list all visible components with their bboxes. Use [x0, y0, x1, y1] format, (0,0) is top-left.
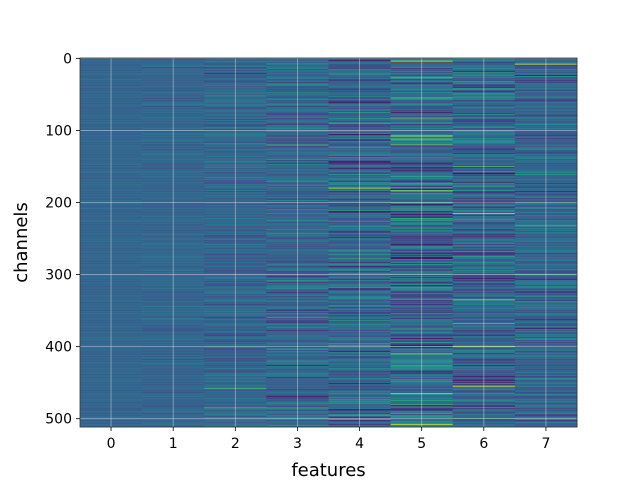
x-tick-label: 2 [231, 436, 240, 452]
x-tick-label: 6 [479, 436, 488, 452]
y-tick-label: 200 [45, 196, 72, 212]
x-axis: 0 1 2 3 4 5 6 7 [107, 427, 551, 452]
x-tick-label: 1 [169, 436, 178, 452]
x-axis-label: features [291, 460, 365, 480]
y-tick-label: 400 [45, 340, 72, 356]
y-tick-label: 100 [45, 123, 72, 139]
y-axis-label: channels [11, 202, 32, 283]
x-tick-label: 0 [107, 436, 116, 452]
y-tick-label: 0 [63, 51, 72, 67]
x-tick-label: 5 [417, 436, 426, 452]
x-tick-label: 3 [293, 436, 302, 452]
y-axis: 0 100 200 300 400 500 [45, 51, 80, 427]
x-tick-label: 7 [541, 436, 550, 452]
heatmap-cells [80, 58, 577, 427]
y-tick-label: 500 [45, 412, 72, 428]
y-tick-label: 300 [45, 268, 72, 284]
x-tick-label: 4 [355, 436, 364, 452]
